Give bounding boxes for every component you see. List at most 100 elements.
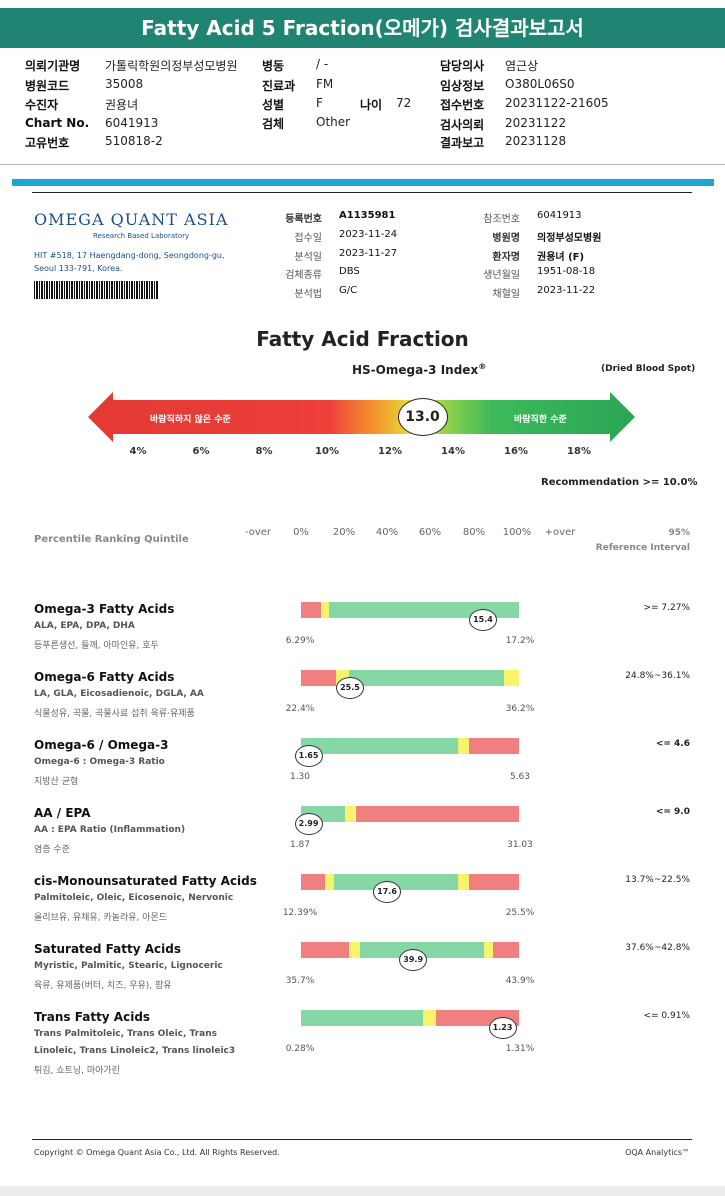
brand: OQA Analytics™ [625, 1148, 690, 1157]
result-marker: 1.65 [294, 745, 323, 767]
hospital-label: 병원명 [492, 233, 520, 244]
index-tick: 4% [129, 446, 147, 457]
percentile-tick: +over [544, 527, 576, 538]
uid-label: 고유번호 [25, 136, 70, 150]
request-value: 20231122 [505, 116, 567, 130]
recommendation: Recommendation >= 10.0% [541, 477, 698, 488]
accent-bar [12, 179, 714, 186]
row-title: Omega-3 Fatty Acids [34, 602, 175, 616]
report-top-rule [32, 192, 692, 193]
omega3-index-arrow [88, 392, 635, 442]
range-segment [423, 1010, 437, 1026]
ref-no-value: 6041913 [537, 210, 582, 221]
percentile-tick: 40% [375, 527, 399, 538]
specimen-label: 검체 [262, 117, 285, 131]
range-min: 35.7% [285, 976, 315, 986]
index-name: HS-Omega-3 Index® [352, 362, 486, 377]
range-segment [503, 670, 519, 686]
row-title: AA / EPA [34, 806, 91, 820]
draw-label: 채혈일 [492, 289, 520, 300]
range-segment [301, 1010, 424, 1026]
index-value-marker: 13.0 [397, 398, 448, 436]
received-label: 접수일 [294, 233, 322, 244]
row-title: Trans Fatty Acids [34, 1010, 151, 1024]
range-min: 12.39% [282, 908, 318, 918]
index-tick: 12% [378, 446, 402, 457]
footer-rule [32, 1139, 692, 1140]
range-max: 1.31% [505, 1044, 535, 1054]
result-marker: 25.5 [335, 677, 364, 699]
inst-label: 의뢰기관명 [25, 59, 81, 73]
range-bar [301, 670, 519, 686]
received-value: 2023-11-24 [339, 229, 398, 240]
range-min: 1.30 [289, 772, 311, 782]
inst-value: 가톨릭학원의정부성모병원 [105, 59, 238, 73]
row-food: 지방산 균형 [34, 777, 79, 787]
row-subtitle: AA : EPA Ratio (Inflammation) [34, 825, 186, 835]
range-bar [301, 874, 519, 890]
receipt-value: 20231122-21605 [505, 96, 609, 110]
range-segment [355, 806, 519, 822]
analysis-value: 2023-11-27 [339, 248, 398, 259]
range-segment [344, 806, 356, 822]
range-max: 17.2% [505, 636, 535, 646]
row-subtitle: Palmitoleic, Oleic, Eicosenoic, Nervonic [34, 893, 234, 903]
result-marker: 15.4 [468, 609, 497, 631]
barcode [34, 281, 158, 299]
range-max: 25.5% [505, 908, 535, 918]
reference-range: <= 4.6 [655, 739, 690, 749]
index-tick: 8% [255, 446, 273, 457]
dept-value: FM [316, 77, 334, 91]
sex-label: 성별 [262, 98, 285, 112]
row-title: Omega-6 / Omega-3 [34, 738, 169, 752]
range-max: 36.2% [505, 704, 535, 714]
range-segment [301, 738, 458, 754]
row-food: 올리브유, 유채유, 카놀라유, 아몬드 [34, 913, 168, 923]
patient-label: 환자명 [492, 252, 520, 263]
copyright: Copyright © Omega Quant Asia Co., Ltd. A… [34, 1148, 280, 1157]
row-food: 염증 수준 [34, 845, 70, 855]
request-label: 검사의뢰 [440, 118, 485, 132]
ref-95: 95% [668, 528, 690, 538]
result-label: 결과보고 [440, 136, 485, 150]
patient-value: 권용녀 (F) [537, 252, 585, 263]
range-max: 5.63 [509, 772, 531, 782]
chart-value: 6041913 [105, 116, 159, 130]
range-segment [301, 942, 349, 958]
row-subtitle: Trans Palmitoleic, Trans Oleic, Trans [34, 1029, 217, 1039]
index-tick: 18% [567, 446, 591, 457]
code-label: 병원코드 [25, 79, 70, 93]
reference-range: <= 9.0 [655, 807, 690, 817]
report-title: Fatty Acid 5 Fraction(오메가) 검사결과보고서 [0, 8, 725, 48]
result-marker: 17.6 [373, 881, 402, 903]
index-name-text: HS-Omega-3 Index [352, 363, 479, 377]
range-segment [457, 874, 469, 890]
range-max: 31.03 [507, 840, 533, 850]
range-bar [301, 806, 519, 822]
percentile-tick: 100% [502, 527, 532, 538]
lab-logo: OMEGA QUANT ASIA [34, 210, 229, 229]
row-title: Omega-6 Fatty Acids [34, 670, 175, 684]
doctor-value: 염근상 [505, 59, 539, 73]
row-food: 등푸른생선, 들깨, 아마인유, 호두 [34, 641, 159, 651]
age-value: 72 [396, 96, 412, 110]
range-segment [324, 874, 334, 890]
range-segment [468, 738, 519, 754]
reference-range: >= 7.27% [643, 603, 690, 613]
range-segment [348, 670, 504, 686]
range-bar [301, 1010, 519, 1026]
sample-type-label: 검체종류 [285, 270, 322, 281]
bad-level-label: 바람직하지 않은 수준 [150, 415, 231, 425]
range-segment [301, 602, 321, 618]
dbs-label: (Dried Blood Spot) [601, 364, 696, 374]
percentile-tick: 80% [462, 527, 486, 538]
ward-label: 병동 [262, 59, 285, 73]
result-value: 20231128 [505, 134, 567, 148]
reg-label: 등록번호 [285, 214, 322, 225]
range-min: 22.4% [285, 704, 315, 714]
chart-label: Chart No. [25, 116, 90, 130]
row-food: 튀김, 쇼트닝, 마아가린 [34, 1066, 120, 1076]
range-bar [301, 942, 519, 958]
doctor-label: 담당의사 [440, 59, 485, 73]
range-segment [333, 874, 458, 890]
